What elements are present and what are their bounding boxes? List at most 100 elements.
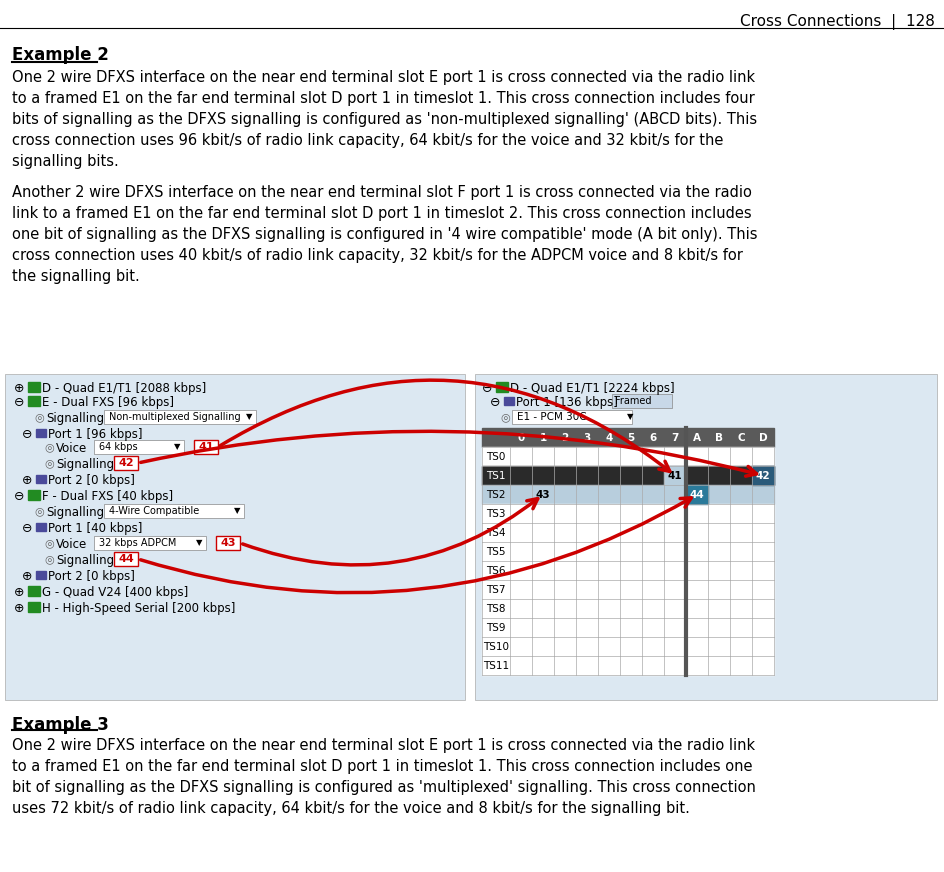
Text: TS2: TS2: [486, 489, 505, 500]
Text: 43: 43: [535, 489, 549, 500]
Text: 64 kbps: 64 kbps: [99, 442, 138, 452]
Text: TS1: TS1: [486, 471, 505, 480]
Bar: [496, 382, 508, 392]
Text: Voice: Voice: [56, 538, 87, 551]
Text: B: B: [715, 433, 722, 442]
Text: Non-multiplexed Signalling: Non-multiplexed Signalling: [109, 412, 241, 422]
Text: One 2 wire DFXS interface on the near end terminal slot E port 1 is cross connec: One 2 wire DFXS interface on the near en…: [12, 738, 755, 816]
FancyBboxPatch shape: [114, 552, 138, 566]
Text: TS0: TS0: [486, 452, 505, 461]
Text: 6: 6: [649, 433, 656, 442]
Bar: [481, 485, 773, 504]
Bar: [28, 382, 40, 392]
Text: ◎: ◎: [44, 442, 54, 452]
Text: ⊖: ⊖: [22, 428, 32, 441]
Text: C: C: [736, 433, 744, 442]
FancyBboxPatch shape: [512, 410, 632, 424]
FancyArrowPatch shape: [220, 380, 669, 472]
Text: TS5: TS5: [486, 547, 505, 556]
Text: Port 1 [136 kbps]: Port 1 [136 kbps]: [515, 396, 617, 409]
Text: ⊖: ⊖: [14, 490, 25, 503]
Text: ⊕: ⊕: [14, 602, 25, 615]
Text: Port 2 [0 kbps]: Port 2 [0 kbps]: [48, 474, 135, 487]
Bar: [475, 374, 936, 700]
Bar: [685, 485, 707, 504]
FancyBboxPatch shape: [104, 504, 244, 518]
Text: Port 1 [96 kbps]: Port 1 [96 kbps]: [48, 428, 143, 441]
Text: ◎: ◎: [44, 538, 54, 548]
Text: D - Quad E1/T1 [2224 kbps]: D - Quad E1/T1 [2224 kbps]: [510, 382, 674, 395]
FancyArrowPatch shape: [243, 499, 537, 565]
Text: Cross Connections  |  128: Cross Connections | 128: [739, 14, 934, 30]
Text: 44: 44: [118, 554, 134, 564]
Bar: [481, 428, 773, 447]
FancyBboxPatch shape: [194, 440, 218, 454]
FancyArrowPatch shape: [141, 498, 690, 593]
Bar: [5, 374, 464, 700]
Text: 44: 44: [689, 489, 703, 500]
Text: TS7: TS7: [486, 584, 505, 595]
Bar: [36, 429, 46, 437]
Text: A: A: [692, 433, 700, 442]
Text: ▼: ▼: [626, 412, 632, 421]
Text: ▼: ▼: [234, 506, 240, 515]
Bar: [28, 602, 40, 612]
Text: 42: 42: [118, 458, 134, 468]
Text: ◎: ◎: [34, 412, 43, 422]
Text: ◎: ◎: [44, 554, 54, 564]
Text: E - Dual FXS [96 kbps]: E - Dual FXS [96 kbps]: [42, 396, 174, 409]
Text: ◎: ◎: [44, 458, 54, 468]
Bar: [751, 466, 773, 485]
Text: 42: 42: [755, 471, 769, 480]
Text: ⊕: ⊕: [14, 382, 25, 395]
Text: Port 2 [0 kbps]: Port 2 [0 kbps]: [48, 570, 135, 583]
Text: 1: 1: [539, 433, 546, 442]
Text: 41: 41: [667, 471, 682, 480]
Bar: [28, 586, 40, 596]
FancyBboxPatch shape: [104, 410, 256, 424]
Text: D - Quad E1/T1 [2088 kbps]: D - Quad E1/T1 [2088 kbps]: [42, 382, 206, 395]
Text: G - Quad V24 [400 kbps]: G - Quad V24 [400 kbps]: [42, 586, 188, 599]
Bar: [481, 542, 773, 561]
Text: ⊖: ⊖: [481, 382, 492, 395]
Text: D: D: [758, 433, 767, 442]
FancyBboxPatch shape: [612, 394, 671, 408]
Text: TS11: TS11: [482, 660, 509, 671]
Text: TS9: TS9: [486, 623, 505, 632]
Bar: [36, 571, 46, 579]
Text: E1 - PCM 30C: E1 - PCM 30C: [516, 412, 586, 422]
Text: Voice: Voice: [56, 442, 87, 455]
Text: 32 kbps ADPCM: 32 kbps ADPCM: [99, 538, 177, 548]
Text: ⊖: ⊖: [22, 522, 32, 535]
Text: ▼: ▼: [195, 538, 202, 547]
Text: 4-Wire Compatible: 4-Wire Compatible: [109, 506, 199, 516]
Bar: [28, 490, 40, 500]
Bar: [481, 580, 773, 599]
Bar: [481, 599, 773, 618]
Text: Example 2: Example 2: [12, 46, 109, 64]
Text: ⊕: ⊕: [14, 586, 25, 599]
Text: 43: 43: [220, 538, 235, 548]
Text: Signalling: Signalling: [56, 458, 114, 471]
Bar: [481, 637, 773, 656]
Bar: [481, 504, 773, 523]
FancyBboxPatch shape: [216, 536, 240, 550]
Bar: [503, 397, 514, 405]
FancyBboxPatch shape: [114, 456, 138, 470]
Bar: [481, 447, 773, 466]
Text: 41: 41: [198, 442, 213, 452]
Bar: [481, 466, 773, 485]
Text: 7: 7: [670, 433, 678, 442]
Bar: [28, 396, 40, 406]
Text: Signalling: Signalling: [46, 412, 104, 425]
Bar: [36, 475, 46, 483]
Text: TS3: TS3: [486, 508, 505, 519]
FancyBboxPatch shape: [93, 440, 184, 454]
Text: ⊕: ⊕: [22, 570, 32, 583]
Text: 3: 3: [582, 433, 590, 442]
Text: 5: 5: [627, 433, 634, 442]
Text: TS6: TS6: [486, 566, 505, 576]
Text: TS8: TS8: [486, 603, 505, 614]
Text: Signalling: Signalling: [46, 506, 104, 519]
Bar: [481, 561, 773, 580]
